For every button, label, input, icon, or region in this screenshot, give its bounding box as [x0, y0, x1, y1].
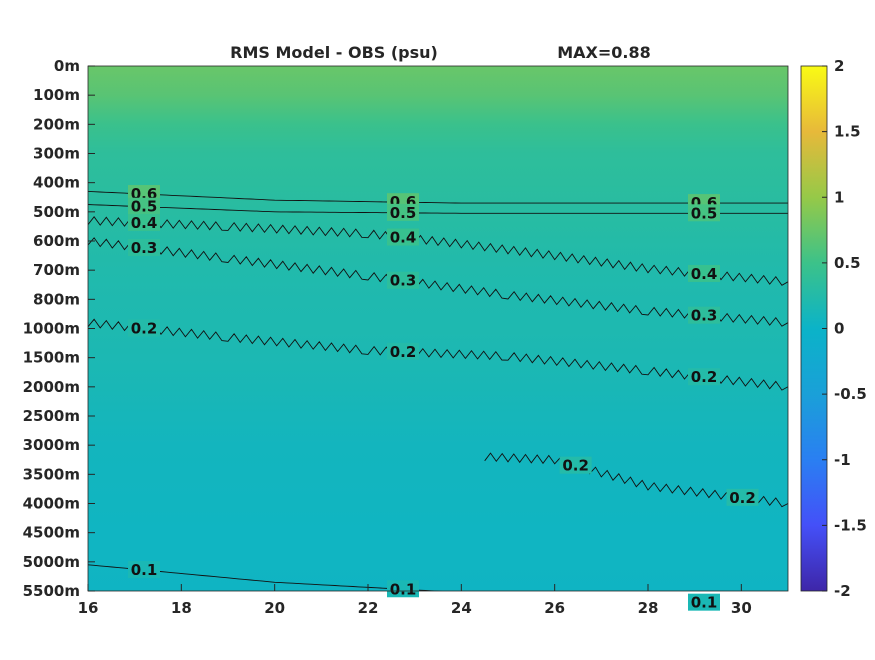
- contour-label-0.2: 0.2: [131, 320, 158, 338]
- contour-label-0.4: 0.4: [390, 229, 417, 247]
- colorbar-ticks: 2 1.5 1 0.5 0 -0.5 -1 -1.5 -2: [822, 57, 867, 600]
- contour-label-background: [688, 264, 720, 282]
- contour-label-background: [128, 197, 160, 215]
- contour-label-0.5: 0.5: [390, 204, 417, 222]
- contour-label-background: [688, 593, 720, 611]
- colorbar-tick-label: -1.5: [834, 516, 867, 534]
- contour-label-0.2: 0.2: [562, 457, 589, 475]
- contour-label-0.4: 0.4: [691, 265, 718, 283]
- colorbar-tick-label: 1.5: [834, 123, 861, 141]
- contour-label-background: [726, 488, 759, 506]
- contour-label-0.5: 0.5: [691, 204, 718, 222]
- y-tick-label: 3500m: [23, 465, 80, 483]
- contour-lines: [88, 190, 788, 591]
- contour-label-background: [559, 456, 592, 474]
- y-tick-label: 0m: [54, 57, 80, 75]
- y-tick-label: 4000m: [23, 495, 80, 513]
- y-tick-label: 600m: [33, 232, 80, 250]
- contour-label-background: [387, 203, 419, 221]
- contour-labels: 0.6 0.6 0.60.5 0.5 0.50.40.40.40.30.30.30.20…: [128, 185, 759, 612]
- contour-label-background: [128, 561, 160, 578]
- x-tick-label: 30: [731, 599, 752, 617]
- y-tick-label: 400m: [33, 174, 80, 192]
- x-axis: 16 18 20 22 24 26 28 30: [78, 584, 752, 617]
- y-tick-label: 2500m: [23, 407, 80, 425]
- colorbar-tick-label: -0.5: [834, 385, 867, 403]
- plot-area: 0.6 0.6 0.60.5 0.5 0.50.40.40.40.30.30.30.20…: [87, 65, 789, 612]
- y-tick-label: 500m: [33, 203, 80, 221]
- contour-label-0.4: 0.4: [131, 214, 158, 232]
- contour-label-background: [128, 213, 160, 231]
- colorbar-tick-label: 0: [834, 320, 844, 338]
- y-tick-label: 800m: [33, 290, 80, 308]
- y-axis: 0m 100m 200m 300m 400m 500m 600m 700m 800m 1000m 1…: [23, 57, 95, 600]
- contour-label-background: [688, 368, 720, 386]
- x-tick-label: 28: [638, 599, 659, 617]
- contour-line-0.2: [88, 318, 788, 391]
- contour-label-0.2: 0.2: [729, 489, 756, 507]
- contour-line-0.3: [88, 237, 788, 327]
- contour-label-0.5: 0.5: [131, 198, 158, 216]
- x-tick-label: 26: [544, 599, 565, 617]
- contour-label-background: [387, 342, 419, 360]
- y-tick-label: 2000m: [23, 378, 80, 396]
- y-tick-label: 1500m: [23, 349, 80, 367]
- y-tick-label: 300m: [33, 145, 80, 163]
- colorbar-tick-label: 2: [834, 57, 844, 75]
- y-tick-label: 1000m: [23, 320, 80, 338]
- contour-label-background: [688, 204, 720, 222]
- contour-label-background: [128, 239, 160, 256]
- y-tick-label: 4500m: [23, 524, 80, 542]
- contour-label-0.3: 0.3: [691, 307, 718, 325]
- contour-line-0.1: [88, 564, 443, 591]
- contour-label-background: [128, 319, 160, 337]
- y-tick-label: 3000m: [23, 436, 80, 454]
- colorbar-tick-label: 1: [834, 188, 844, 206]
- contour-label-0.2: 0.2: [691, 368, 718, 386]
- contour-label-0.3: 0.3: [131, 239, 158, 257]
- contour-label-background: [387, 228, 419, 246]
- contour-line-0.6: [88, 190, 788, 204]
- y-tick-label: 5500m: [23, 582, 80, 600]
- x-tick-label: 18: [171, 599, 192, 617]
- x-tick-label: 22: [358, 599, 379, 617]
- y-tick-label: 200m: [33, 115, 80, 133]
- chart-title: RMS Model - OBS (psu): [230, 43, 438, 62]
- colorbar-tick-label: -2: [834, 582, 851, 600]
- contour-label-0.1: 0.1: [691, 594, 718, 612]
- x-tick-label: 20: [264, 599, 285, 617]
- y-tick-label: 100m: [33, 86, 80, 104]
- contour-label-0.1: 0.1: [131, 561, 158, 579]
- x-tick-label: 24: [451, 599, 472, 617]
- colorbar-tick-label: -1: [834, 451, 851, 469]
- max-label: MAX=0.88: [557, 43, 651, 62]
- contour-label-background: [387, 580, 419, 598]
- contour-label-0.3: 0.3: [390, 272, 417, 290]
- x-tick-label: 16: [78, 599, 99, 617]
- heatmap-field: [88, 66, 788, 591]
- y-tick-label: 700m: [33, 261, 80, 279]
- contour-label-0.2: 0.2: [390, 343, 417, 361]
- contour-line-0.5: [88, 204, 788, 214]
- contour-label-background: [387, 271, 419, 289]
- contour-label-background: [688, 306, 720, 324]
- contour-line-0.4: [88, 216, 788, 286]
- y-tick-label: 5000m: [23, 553, 80, 571]
- colorbar: 2 1.5 1 0.5 0 -0.5 -1 -1.5 -2: [800, 57, 867, 600]
- contour-label-0.1: 0.1: [390, 580, 417, 598]
- colorbar-tick-label: 0.5: [834, 254, 861, 272]
